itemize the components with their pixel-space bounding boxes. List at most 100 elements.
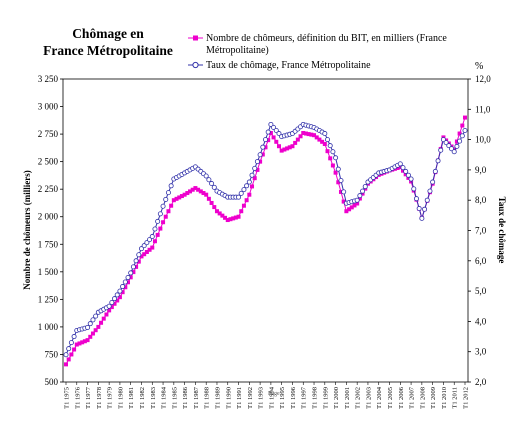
y-left-tick-label: 750	[45, 349, 59, 359]
data-point-rate	[462, 128, 468, 134]
data-point-unemployed	[104, 312, 109, 317]
y-left-tick-label: 2 250	[38, 184, 59, 194]
data-point-rate	[114, 292, 120, 298]
data-point-rate	[424, 197, 430, 203]
data-point-unemployed	[268, 130, 273, 135]
data-point-unemployed	[80, 340, 85, 345]
data-point-rate	[262, 137, 268, 143]
data-point-unemployed	[352, 203, 357, 208]
data-point-rate	[209, 181, 215, 187]
y-left-tick-label: 3 250	[38, 74, 59, 84]
x-tick-label: T1 2011	[452, 387, 459, 409]
data-point-rate	[149, 234, 155, 240]
data-point-unemployed	[231, 216, 236, 221]
data-point-rate	[125, 274, 131, 280]
data-point-unemployed	[107, 308, 112, 313]
x-tick-label: T1 1979	[107, 387, 114, 409]
data-point-unemployed	[66, 357, 71, 362]
x-tick-label: T1 1975	[64, 387, 71, 409]
data-point-rate	[160, 203, 166, 209]
data-point-unemployed	[241, 203, 246, 208]
data-point-unemployed	[161, 220, 166, 225]
data-point-unemployed	[204, 192, 209, 197]
data-point-unemployed	[196, 187, 201, 192]
data-point-unemployed	[158, 226, 163, 231]
y-right-tick-label: 3,0	[475, 347, 487, 357]
data-point-unemployed	[250, 184, 255, 189]
data-point-rate	[260, 144, 266, 150]
data-point-rate	[430, 179, 436, 185]
data-point-unemployed	[239, 209, 244, 214]
data-point-unemployed	[74, 342, 79, 347]
y-left-tick-label: 1 000	[38, 322, 59, 332]
data-point-unemployed	[112, 301, 117, 306]
y-left-tick-label: 1 500	[38, 267, 59, 277]
data-point-unemployed	[338, 189, 343, 194]
data-point-unemployed	[266, 138, 271, 143]
data-point-unemployed	[115, 298, 120, 303]
data-point-unemployed	[349, 205, 354, 210]
data-point-unemployed	[322, 142, 327, 147]
data-point-unemployed	[309, 132, 314, 137]
x-tick-label: T1 2010	[441, 387, 448, 409]
data-point-rate	[147, 237, 153, 243]
data-point-unemployed	[460, 123, 465, 128]
y-left-tick-label: 500	[45, 377, 59, 387]
data-point-rate	[333, 155, 339, 161]
data-point-rate	[85, 324, 91, 330]
data-point-unemployed	[274, 139, 279, 144]
x-tick-label: T1 1985	[171, 387, 178, 409]
data-point-rate	[271, 124, 277, 130]
x-tick-label: T1 2006	[398, 386, 405, 409]
data-point-unemployed	[463, 115, 467, 120]
data-point-unemployed	[247, 192, 252, 197]
data-point-unemployed	[306, 132, 311, 137]
data-point-unemployed	[152, 239, 157, 244]
legend-marker-rate	[192, 61, 199, 69]
y-right-tick-label: 7,0	[475, 226, 487, 236]
data-point-rate	[90, 317, 96, 323]
y-right-tick-label: 9,0	[475, 165, 487, 175]
data-point-unemployed	[303, 131, 308, 136]
data-point-unemployed	[279, 148, 284, 153]
y-left-tick-label: 2 500	[38, 157, 59, 167]
x-tick-label: T1 1982	[139, 387, 146, 409]
data-point-rate	[152, 226, 158, 232]
x-tick-label: T1 1991	[236, 387, 243, 409]
data-point-rate	[63, 352, 69, 358]
data-point-rate	[459, 133, 465, 139]
data-point-unemployed	[228, 217, 233, 222]
data-point-unemployed	[355, 201, 360, 206]
data-point-rate	[155, 218, 161, 224]
data-point-rate	[449, 146, 455, 152]
data-point-unemployed	[287, 145, 292, 150]
data-point-unemployed	[85, 338, 90, 343]
data-point-rate	[203, 173, 209, 179]
y-axis-left-label: Nombre de chômeurs (milliers)	[22, 170, 32, 290]
y-right-tick-label: 5,0	[475, 286, 487, 296]
data-point-rate	[106, 303, 112, 309]
x-tick-label: T1 1999	[322, 387, 329, 409]
x-tick-label: T1 2009	[430, 387, 437, 409]
data-point-rate	[451, 149, 457, 155]
data-point-rate	[206, 177, 212, 183]
data-point-unemployed	[214, 209, 219, 214]
data-point-unemployed	[77, 341, 82, 346]
data-point-rate	[249, 172, 255, 178]
data-point-rate	[144, 240, 150, 246]
data-point-rate	[330, 149, 336, 155]
y-left-tick-label: 3 000	[38, 102, 59, 112]
data-point-rate	[157, 211, 163, 217]
data-point-unemployed	[312, 133, 317, 138]
legend-marker-unemployed	[193, 35, 198, 41]
data-point-unemployed	[120, 290, 125, 295]
data-point-unemployed	[347, 207, 352, 212]
data-point-unemployed	[457, 131, 462, 136]
data-point-unemployed	[320, 139, 325, 144]
y-right-tick-label: 6,0	[475, 256, 487, 266]
data-point-unemployed	[282, 147, 287, 152]
data-point-rate	[141, 243, 147, 249]
data-point-rate	[446, 143, 452, 149]
data-point-rate	[241, 187, 247, 193]
